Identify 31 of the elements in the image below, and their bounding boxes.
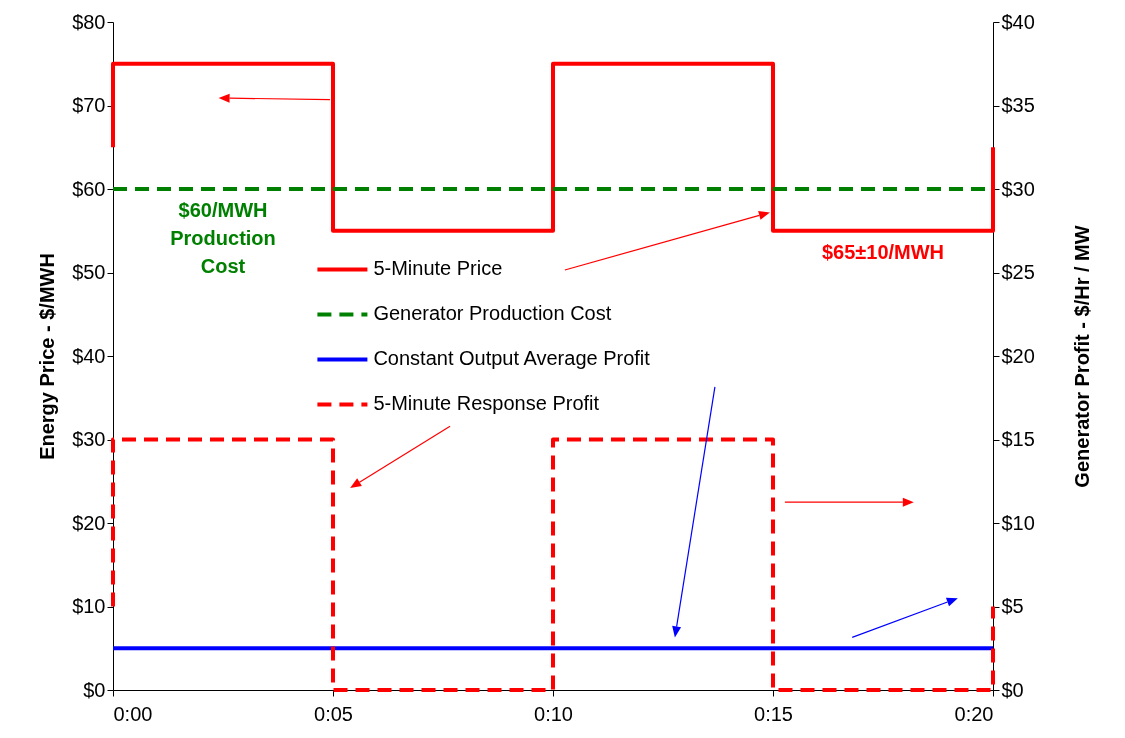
y-tick-label: $80 xyxy=(72,10,106,33)
legend-label: Generator Production Cost xyxy=(373,302,612,325)
x-tick-label: 0:05 xyxy=(314,702,353,725)
y-tick-label: $40 xyxy=(72,344,106,367)
annotation: $65±10/MWH xyxy=(821,240,945,263)
y2-tick-label: $10 xyxy=(1001,511,1035,534)
y-tick-label: $60 xyxy=(72,177,106,200)
y2-tick-label: $15 xyxy=(1001,428,1035,450)
y-tick-label: $10 xyxy=(72,595,106,617)
x-tick-label: 0:10 xyxy=(534,702,573,725)
y2-tick-label: $5 xyxy=(1001,595,1024,617)
y2-tick-label: $30 xyxy=(1001,177,1035,200)
y-tick-label: $0 xyxy=(83,678,106,701)
y2-tick-label: $20 xyxy=(1001,344,1035,367)
y-axis-title: Energy Price - $/MWH xyxy=(36,253,59,460)
x-tick-label: 0:00 xyxy=(113,702,153,725)
y-tick-label: $50 xyxy=(72,261,106,283)
y-tick-label: $20 xyxy=(72,511,106,534)
legend-label: 5-Minute Response Profit xyxy=(373,392,600,415)
x-tick-label: 0:20 xyxy=(954,702,994,725)
legend-label: 5-Minute Price xyxy=(373,257,503,280)
y-tick-label: $70 xyxy=(72,94,106,116)
y2-tick-label: $25 xyxy=(1001,261,1035,283)
legend-label: Constant Output Average Profit xyxy=(373,347,651,370)
x-tick-label: 0:15 xyxy=(754,702,793,725)
y2-tick-label: $35 xyxy=(1001,94,1035,116)
y2-tick-label: $0 xyxy=(1001,678,1024,701)
y-tick-label: $30 xyxy=(72,428,106,450)
annotation: $60/MWH Production Cost xyxy=(170,199,276,277)
y2-axis-title: Generator Profit - $/Hr / MW xyxy=(1070,225,1093,488)
y2-tick-label: $40 xyxy=(1001,10,1035,33)
